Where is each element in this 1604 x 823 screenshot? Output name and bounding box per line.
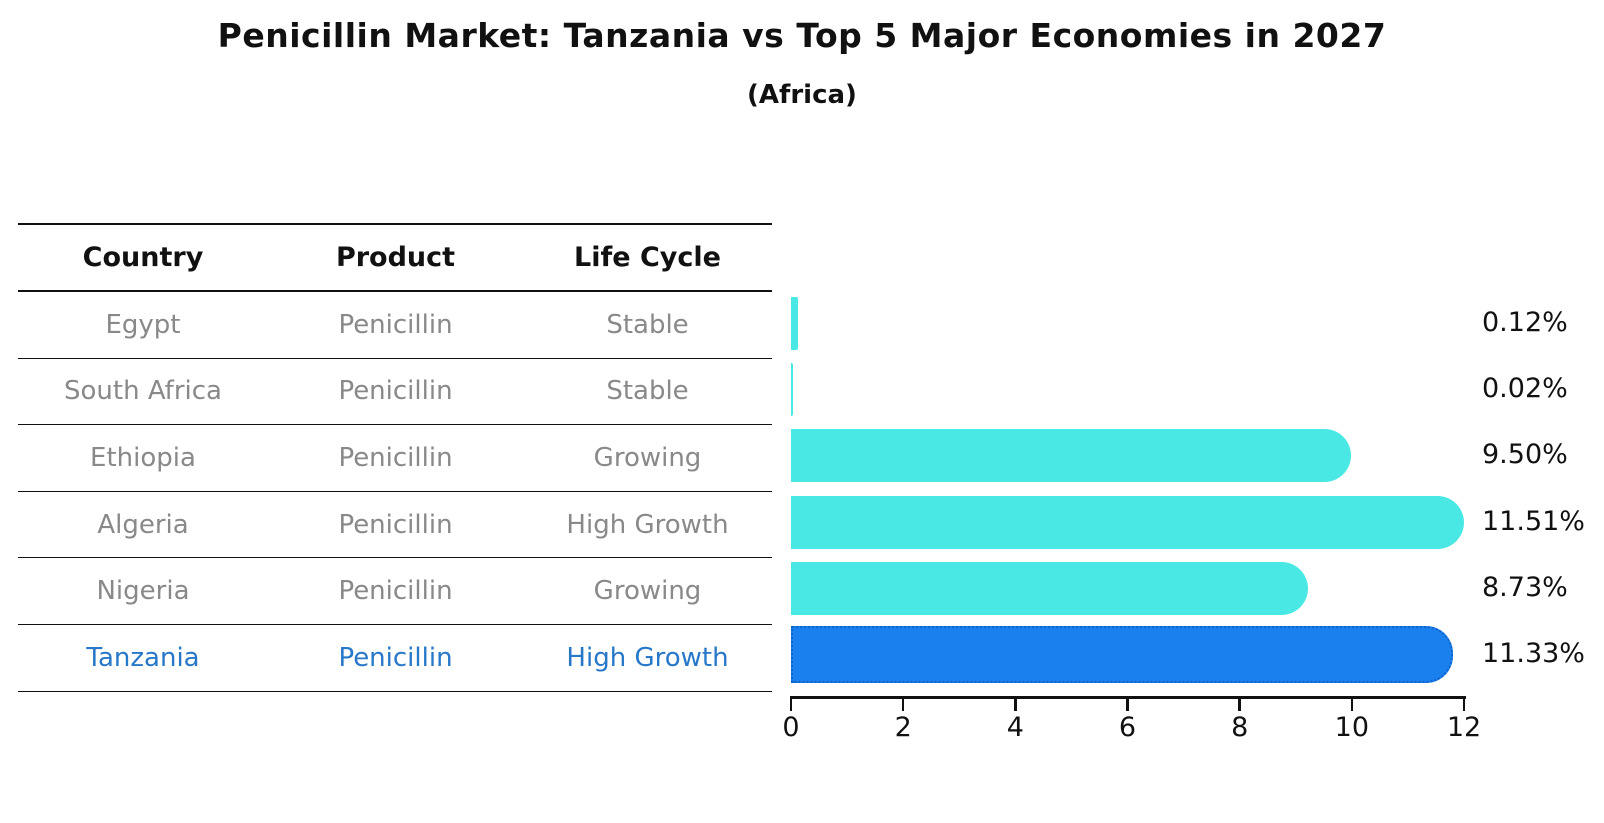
table-row: Ethiopia Penicillin Growing xyxy=(18,425,772,492)
table-row: Nigeria Penicillin Growing xyxy=(18,558,772,625)
x-tick-label: 2 xyxy=(894,712,912,743)
bar-nigeria xyxy=(791,561,1308,615)
chart-title: Penicillin Market: Tanzania vs Top 5 Maj… xyxy=(217,16,1387,55)
cell-life-cycle: Stable xyxy=(606,309,689,340)
cell-life-cycle: High Growth xyxy=(566,509,729,540)
cell-country: Egypt xyxy=(105,309,181,340)
bar-tanzania xyxy=(791,625,1454,683)
cell-country: Algeria xyxy=(97,509,189,540)
cell-product: Penicillin xyxy=(338,576,453,607)
x-tick xyxy=(789,696,793,711)
value-label-nigeria: 8.73% xyxy=(1482,572,1568,603)
value-label-ethiopia: 9.50% xyxy=(1482,439,1568,470)
x-tick xyxy=(1238,696,1241,711)
value-label-south-africa: 0.02% xyxy=(1482,373,1568,404)
x-tick-label: 0 xyxy=(782,712,800,743)
cell-life-cycle: High Growth xyxy=(566,642,729,673)
value-label-tanzania: 11.33% xyxy=(1482,638,1585,669)
x-tick xyxy=(1462,696,1466,711)
table-row: South Africa Penicillin Stable xyxy=(18,359,772,426)
x-tick-label: 10 xyxy=(1334,712,1369,743)
x-tick xyxy=(1014,696,1017,711)
cell-product: Penicillin xyxy=(338,509,453,540)
cell-country: Tanzania xyxy=(86,642,200,673)
cell-country: Nigeria xyxy=(96,576,190,607)
cell-life-cycle: Growing xyxy=(593,576,702,607)
x-tick-label: 6 xyxy=(1118,712,1137,743)
cell-product: Penicillin xyxy=(338,309,453,340)
x-tick xyxy=(1350,696,1354,711)
header-product: Product xyxy=(335,242,456,273)
header-life-cycle: Life Cycle xyxy=(574,242,721,273)
chart-subtitle: (Africa) xyxy=(747,80,857,110)
cell-product: Penicillin xyxy=(338,376,453,407)
cell-country: South Africa xyxy=(64,376,222,407)
table-body: Egypt Penicillin Stable South Africa Penicil… xyxy=(18,292,772,692)
bar-algeria xyxy=(791,495,1464,549)
x-tick-label: 8 xyxy=(1231,712,1249,743)
value-label-egypt: 0.12% xyxy=(1482,307,1568,338)
cell-life-cycle: Stable xyxy=(606,376,689,407)
table-row: Tanzania Penicillin High Growth xyxy=(18,625,772,692)
table-header-row: Country Product Life Cycle xyxy=(18,225,772,292)
data-table: Country Product Life Cycle Egypt Penicill… xyxy=(18,223,772,692)
bar-egypt xyxy=(791,296,798,350)
bar-ethiopia xyxy=(791,428,1351,482)
bar-south-africa xyxy=(791,362,793,416)
cell-life-cycle: Growing xyxy=(593,442,702,473)
table-row: Algeria Penicillin High Growth xyxy=(18,492,772,559)
cell-product: Penicillin xyxy=(338,642,453,673)
table-row: Egypt Penicillin Stable xyxy=(18,292,772,359)
x-tick xyxy=(901,696,905,711)
cell-product: Penicillin xyxy=(338,442,453,473)
cell-country: Ethiopia xyxy=(90,442,196,473)
x-tick-label: 4 xyxy=(1006,712,1024,743)
x-tick xyxy=(1126,696,1129,711)
header-country: Country xyxy=(82,242,204,273)
value-label-algeria: 11.51% xyxy=(1482,506,1585,537)
x-tick-label: 12 xyxy=(1446,712,1482,743)
